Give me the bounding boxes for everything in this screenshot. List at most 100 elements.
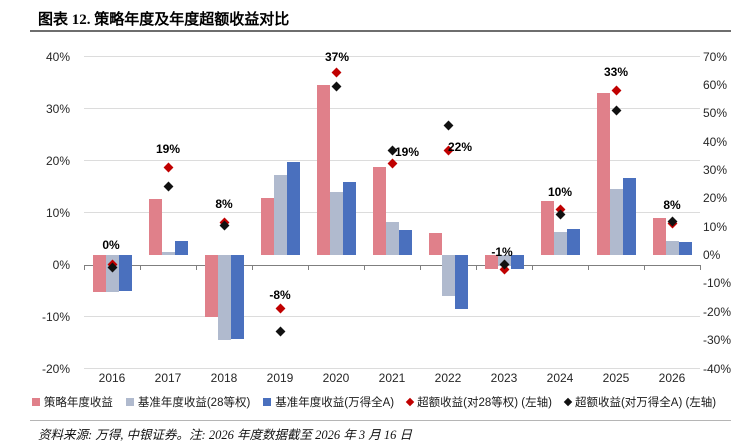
x-axis-label: 2017 (154, 371, 182, 385)
bar-benchmark-windall (286, 162, 300, 256)
legend-diamond-marker (405, 397, 415, 407)
x-axis-tick (364, 264, 365, 270)
x-axis-tick (308, 264, 309, 270)
data-label: 8% (663, 198, 681, 213)
legend-item: 策略年度收益 (31, 394, 113, 410)
bar-benchmark-28ew (441, 255, 455, 296)
legend-label: 策略年度收益 (43, 397, 113, 409)
right-axis-tick-label: -30% (703, 333, 732, 348)
x-axis-tick (196, 264, 197, 270)
bar-benchmark-28ew (217, 255, 231, 341)
legend-label: 超额收益(对万得全A) (左轴) (574, 397, 717, 409)
left-axis-tick-label: 20% (45, 153, 70, 168)
bar-benchmark-windall (566, 228, 580, 256)
x-axis-label: 2019 (266, 371, 294, 385)
right-axis-tick-label: 30% (703, 162, 728, 177)
data-label: 10% (547, 185, 573, 200)
bar-benchmark-windall (230, 255, 244, 339)
bar-benchmark-windall (454, 255, 468, 309)
bar-strategy (260, 198, 274, 256)
gridline (84, 368, 700, 369)
marker-excess-vs-28ew (611, 85, 621, 96)
data-label: 8% (215, 196, 233, 211)
x-axis-line (84, 264, 700, 266)
legend-label: 基准年度收益(28等权) (137, 397, 251, 409)
legend-square-marker (263, 398, 272, 406)
marker-excess-vs-windall (331, 81, 341, 92)
bar-benchmark-windall (510, 255, 524, 270)
bar-strategy (596, 93, 610, 256)
x-axis-label: 2020 (322, 371, 350, 385)
bar-strategy (652, 218, 666, 256)
legend-item: 超额收益(对28等权) (左轴) (405, 394, 552, 410)
title-divider (30, 30, 731, 32)
legend-label: 超额收益(对28等权) (左轴) (417, 397, 552, 409)
x-axis-label: 2026 (658, 371, 686, 385)
legend-item: 基准年度收益(28等权) (125, 394, 251, 410)
left-axis-tick-label: 40% (45, 49, 70, 64)
right-axis-tick-label: -10% (703, 276, 732, 291)
marker-excess-vs-windall (611, 105, 621, 115)
bar-benchmark-windall (398, 229, 412, 256)
left-axis-tick-label: -20% (41, 361, 70, 376)
bar-strategy (540, 201, 554, 256)
data-label: 19% (155, 141, 181, 156)
marker-excess-vs-28ew (275, 303, 285, 314)
legend-square-marker (125, 398, 134, 406)
x-axis-tick (84, 264, 85, 270)
x-axis-tick (588, 264, 589, 270)
gridline (84, 212, 700, 213)
right-axis-tick-label: 60% (703, 77, 728, 92)
x-axis-label: 2021 (378, 371, 406, 385)
right-axis-tick-label: 10% (703, 219, 728, 234)
x-axis-tick (476, 264, 477, 270)
bar-benchmark-windall (622, 177, 636, 256)
data-label: 19% (394, 145, 420, 160)
legend-label: 基准年度收益(万得全A) (275, 397, 395, 409)
bar-benchmark-windall (118, 255, 132, 291)
left-axis-tick-label: -10% (41, 309, 70, 324)
x-axis-label: 2018 (210, 371, 238, 385)
right-axis-tick-label: -20% (703, 304, 732, 319)
bar-benchmark-28ew (161, 252, 175, 256)
bar-strategy (316, 84, 330, 256)
left-axis-tick-label: 30% (45, 101, 70, 116)
right-axis-tick-label: 0% (703, 248, 721, 263)
legend-item: 超额收益(对万得全A) (左轴) (563, 394, 717, 410)
data-label: -8% (269, 288, 291, 303)
marker-excess-vs-windall (443, 120, 453, 131)
source-note: 资料来源: 万得, 中银证券。注: 2026 年度数据截至 2026 年 3 月… (38, 428, 412, 442)
x-axis-tick (140, 264, 141, 270)
right-axis-tick-label: 70% (703, 49, 728, 64)
legend-item: 基准年度收益(万得全A) (263, 394, 394, 410)
legend-diamond-marker (563, 397, 573, 407)
x-axis-label: 2024 (546, 371, 574, 385)
marker-excess-vs-28ew (331, 67, 341, 78)
marker-excess-vs-28ew (163, 162, 173, 173)
bar-benchmark-28ew (385, 222, 399, 256)
x-axis-label: 2023 (490, 371, 518, 385)
x-axis-tick (644, 264, 645, 270)
bar-strategy (148, 199, 162, 256)
x-axis-tick (700, 264, 701, 270)
data-label: 37% (324, 50, 350, 65)
x-axis-label: 2022 (434, 371, 462, 385)
legend-square-marker (31, 398, 40, 406)
marker-excess-vs-windall (163, 181, 173, 192)
x-axis-tick (420, 264, 421, 270)
bar-strategy (428, 233, 442, 256)
x-axis-label: 2025 (602, 371, 630, 385)
bar-strategy (92, 255, 106, 292)
data-label: 22% (447, 139, 473, 154)
gridline (84, 56, 700, 57)
legend: 策略年度收益 基准年度收益(28等权) 基准年度收益(万得全A) 超额收益(对28等权… (0, 394, 748, 410)
right-axis-tick-label: 20% (703, 191, 728, 206)
bar-benchmark-windall (174, 240, 188, 256)
data-label: 0% (102, 237, 120, 252)
figure-title: 图表 12. 策略年度及年度超额收益对比 (38, 12, 290, 28)
bar-benchmark-28ew (665, 240, 679, 256)
bar-benchmark-windall (342, 182, 356, 256)
bar-strategy (204, 255, 218, 318)
